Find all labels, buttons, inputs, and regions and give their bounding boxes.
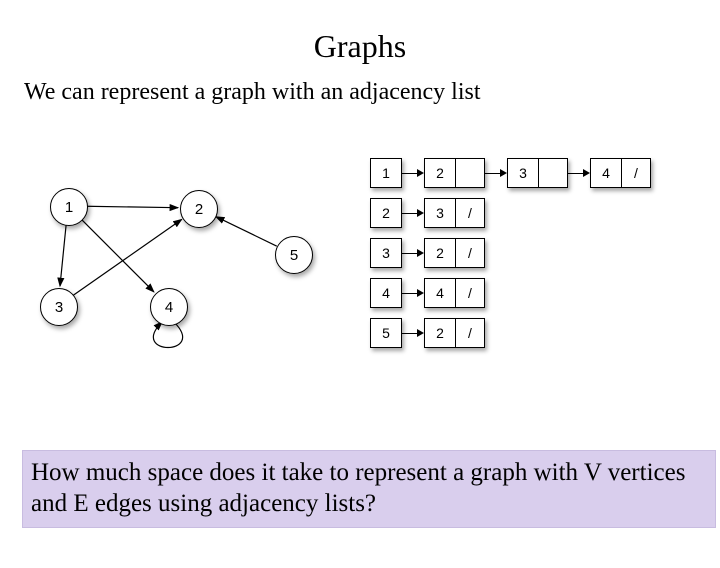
adjlist-pointer: / xyxy=(456,198,485,228)
adjlist-row: 32/ xyxy=(370,238,651,268)
adjlist-head: 5 xyxy=(370,318,402,348)
adjacency-list: 1234/23/32/44/52/ xyxy=(370,158,651,358)
adjlist-pointer xyxy=(539,158,568,188)
adjlist-node: 4/ xyxy=(590,158,651,188)
adjlist-pointer xyxy=(456,158,485,188)
graph-node: 1 xyxy=(50,188,88,226)
adjlist-head: 2 xyxy=(370,198,402,228)
arrow-icon xyxy=(402,199,424,227)
adjlist-value: 2 xyxy=(424,158,456,188)
graph-node: 3 xyxy=(40,288,78,326)
graph-node: 2 xyxy=(180,190,218,228)
arrow-icon xyxy=(402,239,424,267)
adjlist-value: 3 xyxy=(424,198,456,228)
graph-edge xyxy=(81,219,154,292)
arrow-icon xyxy=(402,159,424,187)
adjlist-pointer: / xyxy=(622,158,651,188)
arrow-icon xyxy=(485,159,507,187)
page-title: Graphs xyxy=(0,28,720,65)
graph-edge xyxy=(86,206,178,207)
adjlist-node: 3/ xyxy=(424,198,485,228)
graph-diagram: 1 2 3 4 5 xyxy=(20,168,340,388)
adjlist-row: 44/ xyxy=(370,278,651,308)
adjlist-row: 12 3 4/ xyxy=(370,158,651,188)
adjlist-node: 3 xyxy=(507,158,568,188)
adjlist-head: 3 xyxy=(370,238,402,268)
adjlist-value: 4 xyxy=(424,278,456,308)
adjlist-head: 4 xyxy=(370,278,402,308)
arrow-icon xyxy=(568,159,590,187)
subtitle: We can represent a graph with an adjacen… xyxy=(24,79,720,106)
adjlist-node: 2/ xyxy=(424,238,485,268)
adjlist-value: 4 xyxy=(590,158,622,188)
graph-edge xyxy=(216,217,277,246)
question-box: How much space does it take to represent… xyxy=(22,450,716,529)
adjlist-node: 2 xyxy=(424,158,485,188)
adjlist-value: 2 xyxy=(424,238,456,268)
adjlist-node: 4/ xyxy=(424,278,485,308)
adjlist-value: 3 xyxy=(507,158,539,188)
adjlist-value: 2 xyxy=(424,318,456,348)
adjlist-node: 2/ xyxy=(424,318,485,348)
adjlist-head: 1 xyxy=(370,158,402,188)
adjlist-pointer: / xyxy=(456,318,485,348)
arrow-icon xyxy=(402,279,424,307)
graph-node: 4 xyxy=(150,288,188,326)
adjlist-row: 23/ xyxy=(370,198,651,228)
adjlist-pointer: / xyxy=(456,278,485,308)
graph-edge xyxy=(73,219,182,295)
graph-edge xyxy=(60,224,66,286)
graph-node: 5 xyxy=(275,236,313,274)
adjlist-row: 52/ xyxy=(370,318,651,348)
arrow-icon xyxy=(402,319,424,347)
adjlist-pointer: / xyxy=(456,238,485,268)
